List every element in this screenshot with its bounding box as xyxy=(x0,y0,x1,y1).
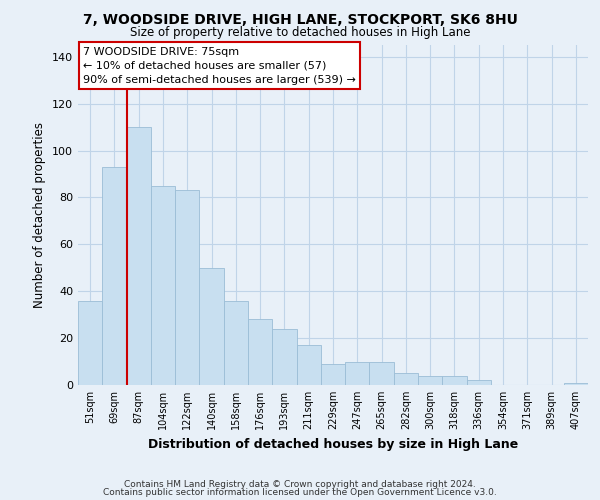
Text: Contains HM Land Registry data © Crown copyright and database right 2024.: Contains HM Land Registry data © Crown c… xyxy=(124,480,476,489)
Bar xyxy=(442,376,467,385)
Bar xyxy=(394,374,418,385)
Bar xyxy=(272,328,296,385)
X-axis label: Distribution of detached houses by size in High Lane: Distribution of detached houses by size … xyxy=(148,438,518,450)
Bar xyxy=(127,127,151,385)
Text: 7 WOODSIDE DRIVE: 75sqm
← 10% of detached houses are smaller (57)
90% of semi-de: 7 WOODSIDE DRIVE: 75sqm ← 10% of detache… xyxy=(83,46,356,84)
Bar xyxy=(370,362,394,385)
Bar xyxy=(151,186,175,385)
Bar xyxy=(418,376,442,385)
Bar xyxy=(224,300,248,385)
Bar xyxy=(467,380,491,385)
Bar xyxy=(78,300,102,385)
Bar xyxy=(102,167,127,385)
Bar xyxy=(296,345,321,385)
Bar xyxy=(345,362,370,385)
Text: 7, WOODSIDE DRIVE, HIGH LANE, STOCKPORT, SK6 8HU: 7, WOODSIDE DRIVE, HIGH LANE, STOCKPORT,… xyxy=(83,12,517,26)
Bar xyxy=(199,268,224,385)
Bar xyxy=(564,382,588,385)
Bar xyxy=(248,320,272,385)
Y-axis label: Number of detached properties: Number of detached properties xyxy=(34,122,46,308)
Text: Size of property relative to detached houses in High Lane: Size of property relative to detached ho… xyxy=(130,26,470,39)
Bar xyxy=(175,190,199,385)
Bar xyxy=(321,364,345,385)
Text: Contains public sector information licensed under the Open Government Licence v3: Contains public sector information licen… xyxy=(103,488,497,497)
